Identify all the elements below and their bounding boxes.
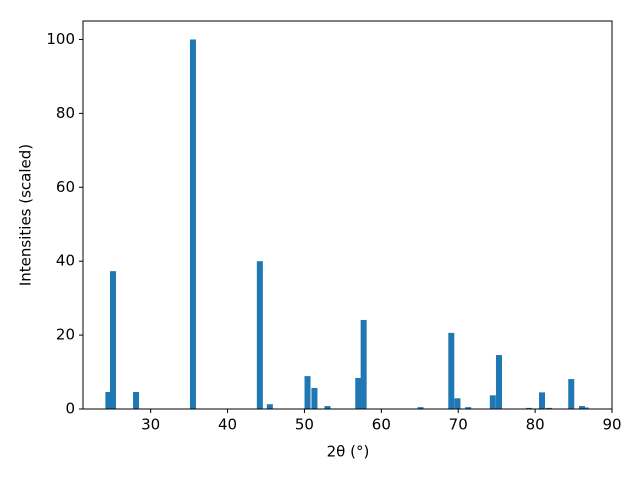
bar xyxy=(489,395,496,409)
bar xyxy=(324,406,331,409)
bar xyxy=(189,39,196,409)
bar xyxy=(454,398,461,409)
plot-frame xyxy=(82,20,613,410)
bar xyxy=(355,377,362,409)
bar xyxy=(311,387,318,409)
x-tick-label: 70 xyxy=(449,416,468,434)
x-tick-label: 60 xyxy=(372,416,391,434)
bar xyxy=(417,407,424,409)
bar xyxy=(256,261,263,409)
bar xyxy=(109,271,116,409)
x-tick-label: 80 xyxy=(526,416,545,434)
y-axis-label: Intensities (scaled) xyxy=(17,144,35,286)
bar xyxy=(539,392,546,409)
x-tick-label: 50 xyxy=(295,416,314,434)
x-tick-label: 30 xyxy=(141,416,160,434)
bar xyxy=(304,376,311,409)
y-tick-label: 100 xyxy=(46,30,75,48)
bar xyxy=(525,407,532,409)
bar xyxy=(105,392,112,409)
bar xyxy=(448,332,455,409)
y-tick-label: 0 xyxy=(65,400,75,418)
x-tick-label: 40 xyxy=(218,416,237,434)
x-axis-label: 2θ (°) xyxy=(327,443,370,461)
y-tick-label: 60 xyxy=(56,178,75,196)
bar xyxy=(582,407,589,409)
bar xyxy=(568,379,575,409)
bar xyxy=(465,407,472,409)
bar xyxy=(579,406,586,409)
y-tick-label: 40 xyxy=(56,252,75,270)
bar xyxy=(495,355,502,409)
bar xyxy=(266,404,273,409)
y-tick-label: 20 xyxy=(56,326,75,344)
bar xyxy=(545,407,552,409)
y-tick-label: 80 xyxy=(56,104,75,122)
bar xyxy=(360,319,367,409)
x-tick-label: 90 xyxy=(602,416,621,434)
bar xyxy=(133,392,140,409)
